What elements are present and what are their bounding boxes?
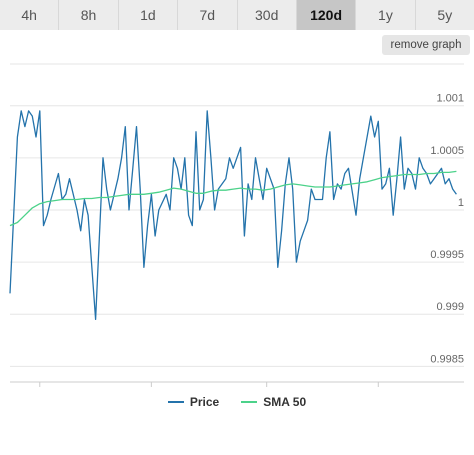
tab-5y[interactable]: 5y [415,0,474,30]
tab-1d[interactable]: 1d [118,0,179,30]
y-tick-label: 1.001 [436,93,464,105]
y-tick-label: 1 [458,197,464,209]
legend-label-sma: SMA 50 [263,395,307,409]
price-line [9,110,457,321]
legend-item-sma[interactable]: SMA 50 [241,392,306,412]
tab-1y[interactable]: 1y [356,0,416,30]
series-lines [9,110,457,321]
time-range-tabs: 4h 8h 1d 7d 30d 120d 1y 5y [0,0,474,30]
remove-graph-button[interactable]: remove graph [382,35,470,55]
legend-item-price[interactable]: Price [167,392,220,412]
legend-swatch-sma [241,401,258,403]
y-tick-label: 1.0005 [430,145,464,157]
y-tick-label: 0.999 [436,301,464,313]
tab-8h[interactable]: 8h [59,0,119,30]
chart-legend: Price SMA 50 [0,392,474,412]
legend-label-price: Price [189,395,220,409]
y-tick-label: 0.9985 [430,353,464,365]
tab-7d[interactable]: 7d [178,0,238,30]
price-chart: 0.9985 0.999 0.9995 1 1.0005 1.001 Sep '25Oct… [9,63,464,387]
legend-swatch-price [167,401,184,403]
tab-4h[interactable]: 4h [0,0,60,30]
sma-50-line [9,170,457,227]
y-axis-labels: 0.9985 0.999 0.9995 1 1.0005 1.001 [430,93,464,366]
tab-120d[interactable]: 120d [296,0,357,30]
x-axis: Sep '25Oct '25Nov '25Dec '25 [10,381,464,387]
y-tick-label: 0.9995 [430,249,464,261]
tab-30d[interactable]: 30d [237,0,297,30]
